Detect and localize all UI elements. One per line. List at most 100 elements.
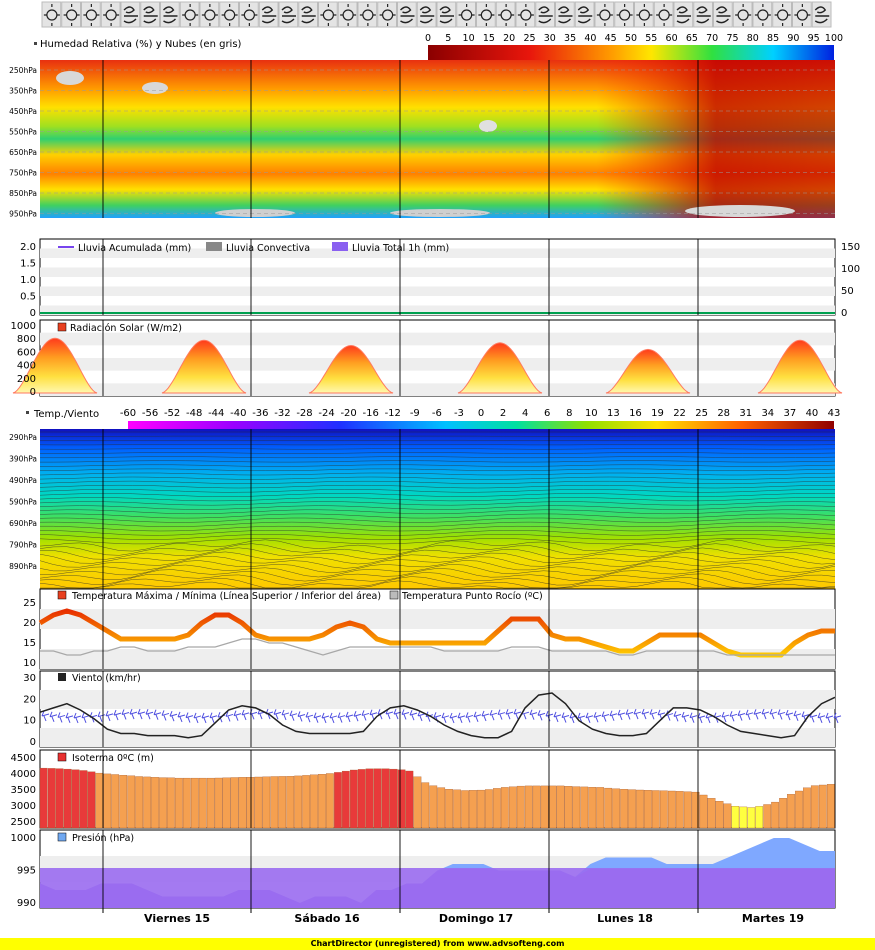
- icon-cell: [436, 1, 457, 28]
- wind-barb: [361, 710, 370, 721]
- pressure-tick-label: 790hPa: [9, 541, 37, 550]
- wind-barb: [81, 712, 90, 724]
- scale-tick-label: 15: [483, 33, 495, 44]
- isoline: [39, 572, 836, 586]
- wind-barb: [49, 711, 58, 722]
- isotherm-bar: [238, 777, 247, 829]
- isotherm-bar: [739, 806, 748, 829]
- isotherm-bar: [230, 777, 239, 829]
- isoline: [39, 509, 836, 515]
- wind-panel: Viento (km/hr) 30 20 10 0: [23, 670, 842, 748]
- wind-icon: [301, 6, 316, 24]
- axis-tick-label: 0: [841, 308, 847, 319]
- weather-icon-row: [41, 1, 832, 28]
- wind-barb: [689, 712, 698, 723]
- isotherm-axis: 4500 4000 3500 3000 2500: [11, 753, 36, 828]
- isoline: [40, 464, 836, 467]
- scale-tick-label: -12: [385, 408, 401, 419]
- isoline: [39, 530, 836, 536]
- scale-tick-label: 25: [523, 33, 535, 44]
- radiation-mound: [605, 348, 691, 394]
- wind-barb: [617, 709, 626, 721]
- rain-bands: [40, 248, 835, 315]
- sun-ray-icon: [43, 4, 60, 26]
- scale-tick-label: 100: [825, 33, 843, 44]
- isotherm-bar: [803, 787, 811, 829]
- wind-barb: [57, 712, 66, 723]
- isotherm-bar: [691, 791, 700, 829]
- scale-tick-label: -52: [164, 408, 180, 419]
- icon-cell: [535, 1, 555, 28]
- isoline: [39, 448, 836, 450]
- scale-tick-label: 90: [787, 33, 799, 44]
- scale-tick-label: 40: [806, 408, 819, 419]
- isotherm-bar: [246, 777, 255, 829]
- icon-cell: [732, 1, 753, 28]
- axis-tick-label: 200: [17, 374, 36, 385]
- isotherm-bar: [47, 768, 56, 829]
- icon-cell: [318, 1, 338, 28]
- icon-cell: [693, 1, 713, 28]
- icon-cell: [416, 1, 437, 28]
- isotherm-bar: [373, 768, 382, 829]
- isotherm-bar: [580, 786, 589, 829]
- icon-cell: [298, 1, 318, 28]
- isoline: [39, 452, 836, 454]
- isotherm-bar: [548, 785, 557, 829]
- pressure-tick-label: 490hPa: [9, 476, 37, 485]
- icon-cell: [713, 1, 733, 28]
- band: [40, 305, 835, 315]
- axis-tick-label: 1000: [11, 321, 36, 332]
- isotherm-bar: [79, 770, 88, 829]
- wind-barb: [401, 709, 410, 720]
- scale-tick-label: -16: [363, 408, 379, 419]
- icon-cell: [811, 1, 832, 28]
- wind-series-line: [39, 692, 836, 739]
- wind-barb: [641, 708, 650, 720]
- wind-icon: [123, 6, 138, 24]
- wind-barb: [169, 711, 178, 722]
- radiation-axis: 1000 800 600 400 200 0: [11, 321, 36, 398]
- wind-icon: [143, 6, 158, 24]
- scale-tick-label: 75: [726, 33, 738, 44]
- wind-barb: [313, 712, 322, 723]
- isotherm-bars: [39, 767, 835, 829]
- wind-barb: [833, 712, 842, 724]
- isotherm-bar: [445, 789, 453, 829]
- wind-barb: [785, 709, 794, 721]
- axis-tick-label: 150: [841, 242, 860, 253]
- wind-icon: [676, 6, 691, 24]
- icon-cell: [397, 1, 417, 28]
- wind-barb: [233, 710, 242, 721]
- isotherm-bar: [500, 787, 509, 829]
- icon-cell: [219, 1, 239, 28]
- isotherm-bar: [357, 769, 366, 829]
- wind-barb: [553, 711, 562, 723]
- scale-tick-label: -6: [432, 408, 442, 419]
- wind-barb: [297, 711, 306, 722]
- icon-cell: [476, 1, 496, 28]
- isotherm-bar: [469, 790, 477, 829]
- wind-barb: [449, 712, 458, 724]
- isotherm-bar: [182, 777, 191, 829]
- scale-tick-label: 30: [544, 33, 556, 44]
- isotherm-bar: [389, 768, 398, 829]
- axis-tick-label: 4000: [11, 769, 36, 780]
- tmax-series-line: [38, 608, 835, 658]
- pressure-tick-label: 250hPa: [9, 66, 37, 75]
- scale-tick-label: -44: [208, 408, 224, 419]
- wind-icon: [261, 6, 277, 24]
- isotherm-bar: [771, 801, 779, 829]
- pressure-tick-label: 290hPa: [9, 433, 37, 442]
- radiation-panel: Radiación Solar (W/m2) 1000 800 600 400 200 0: [11, 319, 843, 398]
- pressure-tick-label: 890hPa: [9, 562, 37, 571]
- sun-ray-icon: [774, 4, 791, 26]
- sun-ray-icon: [83, 4, 100, 26]
- icon-cell: [61, 1, 81, 28]
- wind-bands: [40, 690, 835, 747]
- isotherm-bar: [262, 776, 271, 829]
- wind-barb: [561, 712, 570, 723]
- sun-ray-icon: [182, 4, 199, 26]
- isotherm-bar: [127, 775, 136, 829]
- isoline: [39, 468, 836, 471]
